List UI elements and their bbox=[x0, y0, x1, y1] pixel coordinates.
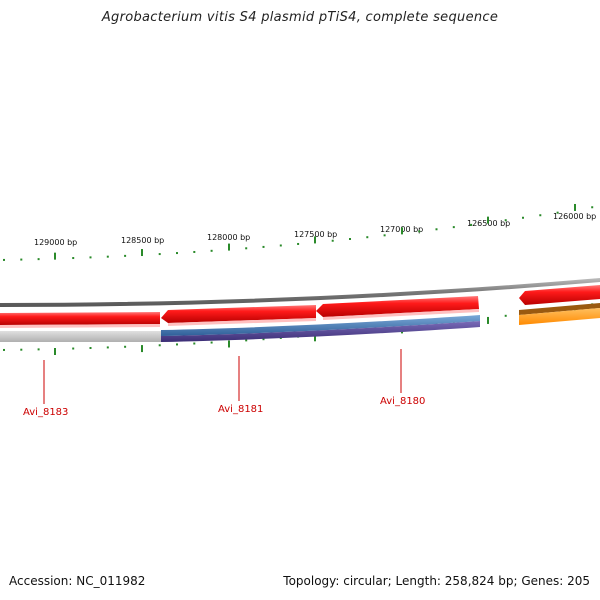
gene-segment-orange bbox=[519, 303, 600, 315]
gene-segment-blue bbox=[161, 315, 480, 336]
gene-segment-gray bbox=[0, 331, 161, 342]
position-label: 128500 bp bbox=[121, 236, 164, 245]
gene-segment-orange bbox=[519, 308, 600, 325]
gene-label-avi-8181[interactable]: Avi_8181 bbox=[218, 404, 263, 415]
gene-arrow-red bbox=[316, 296, 479, 317]
gene-shadow bbox=[323, 309, 479, 320]
gene-arrow-red bbox=[519, 285, 600, 305]
position-label: 129000 bp bbox=[34, 238, 77, 247]
gene-shadow bbox=[0, 324, 160, 328]
scale-ticks-top bbox=[3, 203, 594, 261]
gene-segment-purple bbox=[161, 321, 480, 342]
gene-arrow-red bbox=[161, 305, 316, 323]
position-label: 128000 bp bbox=[207, 233, 250, 242]
gene-label-avi-8180[interactable]: Avi_8180 bbox=[380, 396, 425, 407]
position-label: 127500 bp bbox=[294, 230, 337, 239]
topology-summary: Topology: circular; Length: 258,824 bp; … bbox=[283, 574, 590, 588]
gene-label-avi-8183[interactable]: Avi_8183 bbox=[23, 407, 68, 418]
map-title: Agrobacterium vitis S4 plasmid pTiS4, co… bbox=[101, 10, 499, 25]
position-label: 126000 bp bbox=[553, 212, 596, 221]
gene-shadow bbox=[168, 318, 316, 326]
backbone-arc bbox=[0, 278, 600, 307]
accession-text: Accession: NC_011982 bbox=[9, 574, 146, 588]
gene-arrow-red bbox=[0, 312, 160, 325]
